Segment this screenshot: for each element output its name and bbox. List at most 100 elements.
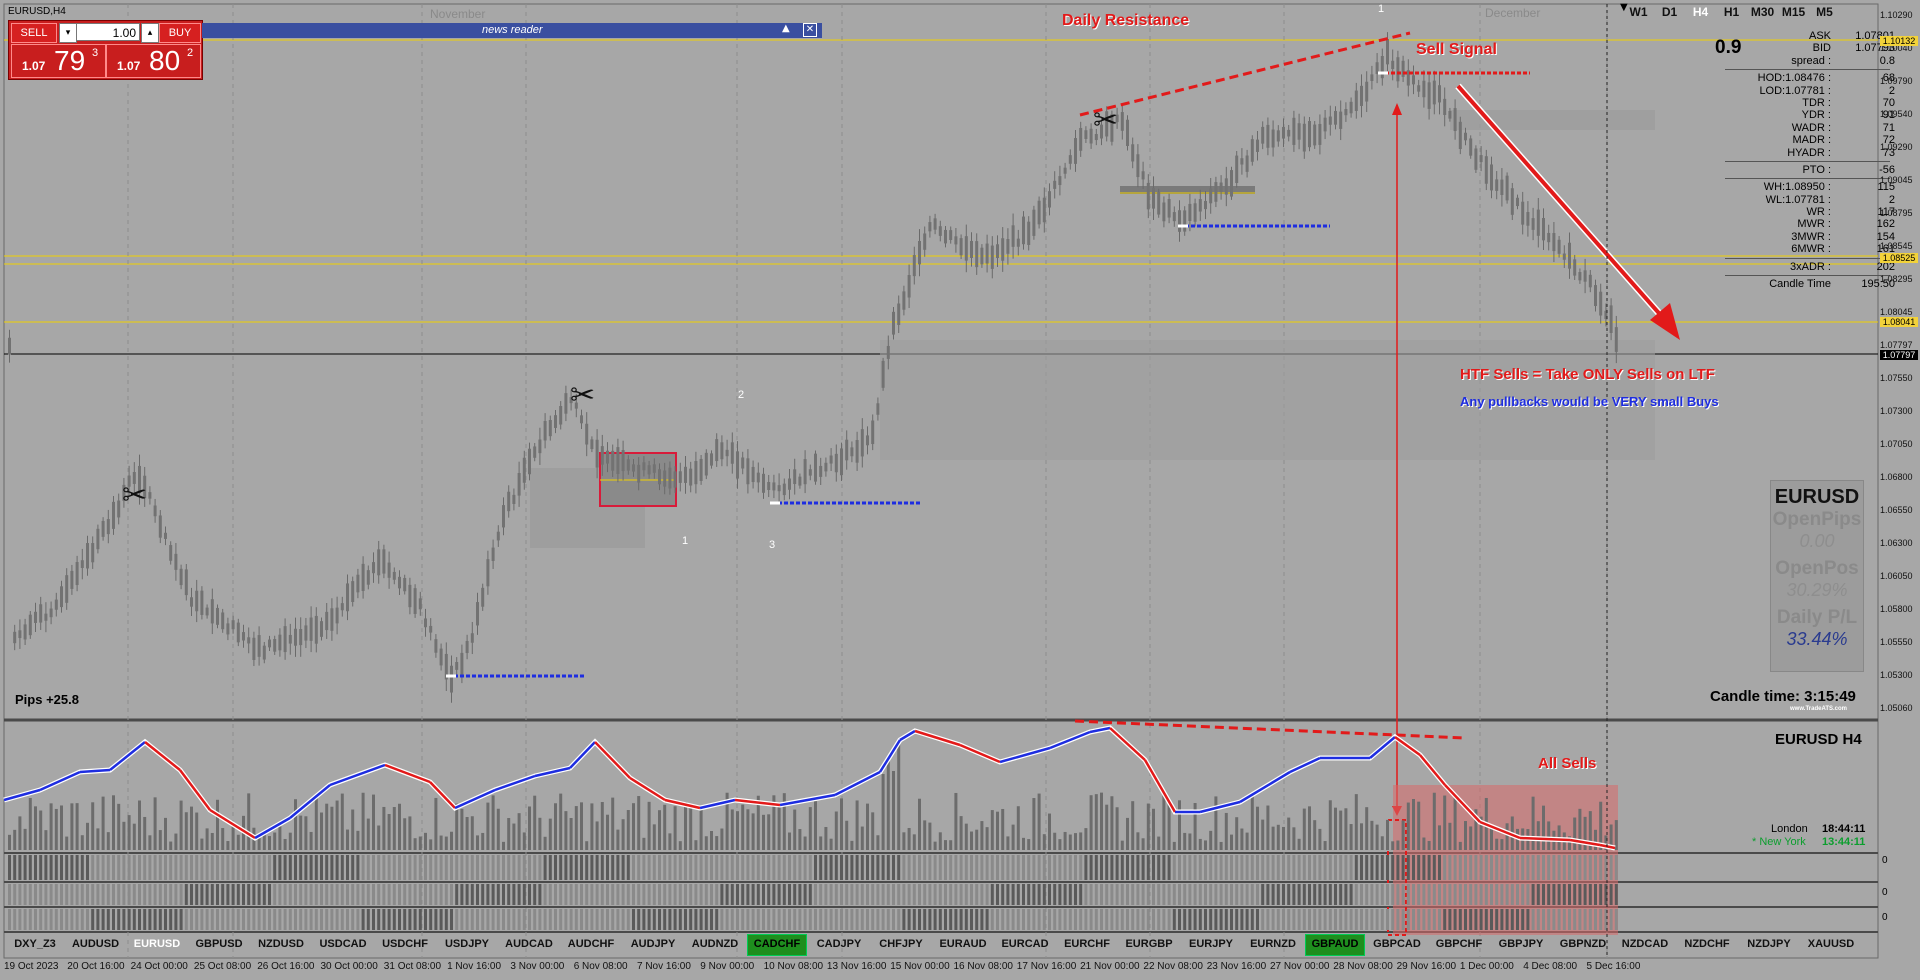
strip-bar [1115, 855, 1119, 880]
symbol-tab-cadjpy[interactable]: CADJPY [816, 938, 862, 950]
candle-body [590, 439, 594, 450]
strip-bar [647, 884, 651, 905]
volume-bar [86, 822, 89, 850]
symbol-tab-gbpnzd[interactable]: GBPNZD [1559, 938, 1607, 950]
symbol-tab-gbpusd[interactable]: GBPUSD [195, 938, 243, 950]
symbol-tab-gbpaud[interactable]: GBPAUD [1305, 934, 1365, 956]
strip-bar [554, 884, 557, 905]
volume-bar [949, 840, 953, 850]
symbol-tab-nzdcad[interactable]: NZDCAD [1621, 938, 1669, 950]
strip-bar [1178, 884, 1181, 905]
symbol-tab-euraud[interactable]: EURAUD [939, 938, 987, 950]
candle-body [647, 465, 651, 475]
symbol-tab-audcad[interactable]: AUDCAD [505, 938, 553, 950]
volume-bar [325, 803, 329, 850]
oscillator-segment [534, 766, 571, 778]
news-reader-bar[interactable]: news reader ▲ ✕ [202, 23, 822, 38]
strip-bar [1427, 909, 1431, 930]
date-tick: 16 Nov 08:00 [953, 961, 1014, 972]
symbol-tab-dxy_z3[interactable]: DXY_Z3 [14, 938, 56, 950]
lot-size-input[interactable]: 1.00 [76, 23, 140, 41]
timeframe-m15[interactable]: M15 [1781, 5, 1806, 19]
symbol-tab-nzdusd[interactable]: NZDUSD [258, 938, 304, 950]
symbol-tab-usdcad[interactable]: USDCAD [319, 938, 367, 950]
symbol-tab-nzdjpy[interactable]: NZDJPY [1747, 938, 1791, 950]
symbol-tab-gbpjpy[interactable]: GBPJPY [1498, 938, 1544, 950]
close-icon[interactable]: ✕ [803, 23, 817, 37]
strip-bar [543, 855, 547, 880]
strip-bar [850, 909, 854, 930]
symbol-tab-gbpcad[interactable]: GBPCAD [1373, 938, 1421, 950]
symbol-tab-eurchf[interactable]: EURCHF [1064, 938, 1110, 950]
symbol-tab-eurgbp[interactable]: EURGBP [1125, 938, 1173, 950]
volume-bar [1495, 838, 1499, 850]
timeframe-h1[interactable]: H1 [1723, 5, 1740, 19]
strip-bar [1188, 855, 1192, 880]
symbol-tab-audjpy[interactable]: AUDJPY [630, 938, 676, 950]
strip-bar [600, 884, 604, 905]
candle-body [1360, 85, 1363, 106]
strip-bar [975, 909, 979, 930]
volume-bar [1214, 796, 1218, 850]
strip-bar [408, 909, 412, 930]
symbol-tab-audchf[interactable]: AUDCHF [567, 938, 615, 950]
timeframe-h4[interactable]: H4 [1692, 5, 1709, 19]
symbol-tab-xauusd[interactable]: XAUUSD [1807, 938, 1855, 950]
strip-bar [1360, 909, 1363, 930]
candle-body [86, 543, 89, 569]
candle-body [574, 402, 578, 409]
strip-bar [262, 909, 266, 930]
strip-bar [1292, 884, 1296, 905]
symbol-tab-chfjpy[interactable]: CHFJPY [879, 938, 923, 950]
strip-bar [824, 855, 828, 880]
symbol-tab-eurnzd[interactable]: EURNZD [1250, 938, 1296, 950]
timeframe-m30[interactable]: M30 [1750, 5, 1775, 19]
strip-bar [1573, 855, 1577, 880]
strip-bar [658, 909, 661, 930]
symbol-tab-eurjpy[interactable]: EURJPY [1188, 938, 1234, 950]
candle-body [1458, 121, 1462, 150]
stat-key: HYADR : [1787, 146, 1831, 159]
strip-bar [1521, 884, 1525, 905]
strip-bar [252, 855, 256, 880]
candle-body [637, 464, 641, 483]
buy-price[interactable]: 1.07 80 2 [106, 44, 201, 78]
timeframe-w1[interactable]: W1 [1629, 5, 1648, 19]
strip-bar [117, 909, 121, 930]
volume-bar [1386, 819, 1389, 850]
collapse-icon[interactable]: ▲ [782, 23, 790, 34]
strip-bar [60, 855, 63, 880]
strip-bar [1614, 855, 1618, 880]
symbol-tab-cadchf[interactable]: CADCHF [747, 934, 807, 956]
strip-bar [1609, 855, 1613, 880]
strip-bar [106, 909, 110, 930]
symbol-tab-usdjpy[interactable]: USDJPY [444, 938, 490, 950]
symbol-tab-audnzd[interactable]: AUDNZD [691, 938, 739, 950]
sell-price[interactable]: 1.07 79 3 [11, 44, 106, 78]
volume-bar [538, 817, 542, 850]
symbol-tab-audusd[interactable]: AUDUSD [71, 938, 120, 950]
symbol-tab-eurcad[interactable]: EURCAD [1001, 938, 1049, 950]
strip-bar [1583, 884, 1587, 905]
strip-bar [1458, 909, 1462, 930]
symbol-tab-nzdchf[interactable]: NZDCHF [1684, 938, 1730, 950]
volume-bar [564, 811, 568, 850]
timeframe-d1[interactable]: D1 [1661, 5, 1678, 19]
volume-bar [1058, 839, 1062, 850]
symbol-tab-usdchf[interactable]: USDCHF [382, 938, 428, 950]
strip-bar [1536, 855, 1540, 880]
timeframe-m5[interactable]: M5 [1816, 5, 1833, 19]
price-tick: 1.07300 [1880, 406, 1913, 416]
candle-body [814, 453, 817, 482]
symbol-tab-gbpchf[interactable]: GBPCHF [1435, 938, 1483, 950]
candle-body [600, 446, 604, 465]
symbol-tab-eurusd[interactable]: EURUSD [133, 938, 181, 950]
lot-up-icon[interactable]: ▴ [141, 23, 159, 43]
strip-bar [1438, 855, 1441, 880]
sell-button[interactable]: SELL [11, 23, 57, 43]
strip-bar [117, 855, 121, 880]
buy-button[interactable]: BUY [159, 23, 201, 43]
lot-down-icon[interactable]: ▾ [59, 23, 77, 43]
volume-bar [1396, 840, 1400, 850]
